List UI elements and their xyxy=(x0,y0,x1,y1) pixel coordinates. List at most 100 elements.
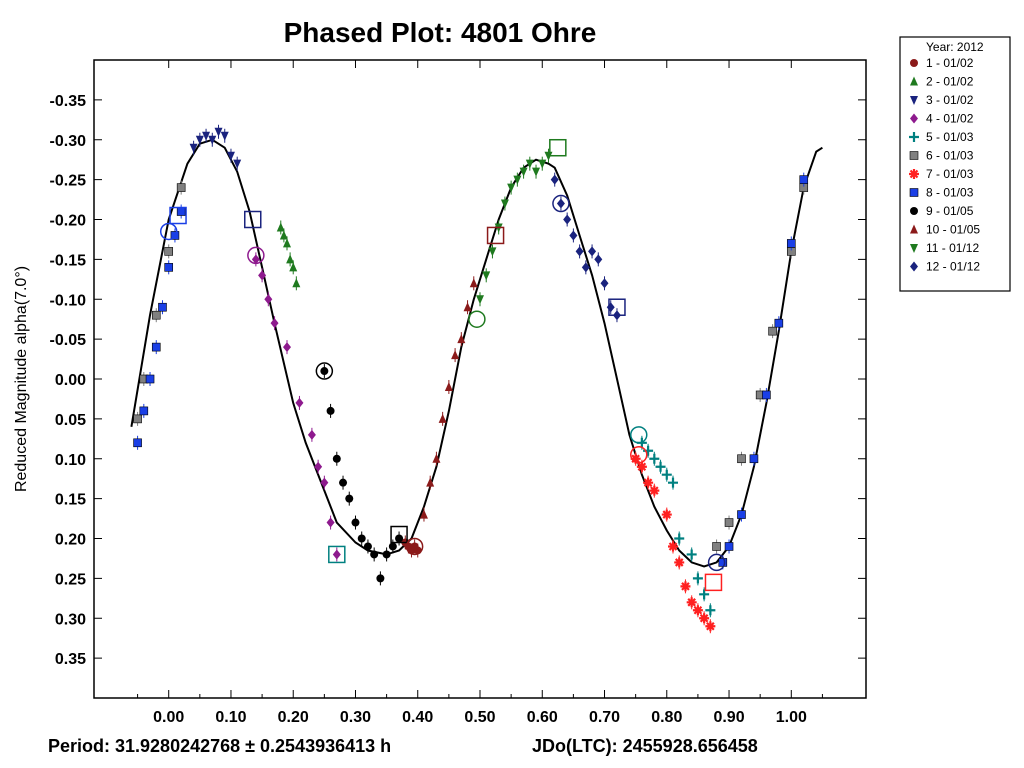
legend-label: 8 - 01/03 xyxy=(926,186,974,200)
data-point xyxy=(655,461,666,472)
legend-entry: 3 - 01/02 xyxy=(910,93,974,107)
open-circle-marker xyxy=(630,426,648,444)
y-axis-label: Reduced Magnitude alpha(7.0°) xyxy=(13,266,30,492)
footer-jd: JDo(LTC): 2455928.656458 xyxy=(532,736,758,756)
y-tick-label: -0.35 xyxy=(50,93,87,110)
data-point xyxy=(674,557,685,568)
data-point xyxy=(164,247,174,256)
legend-marker xyxy=(910,113,918,124)
data-point xyxy=(151,310,161,320)
data-point xyxy=(151,342,161,352)
x-tick-label: 0.10 xyxy=(215,709,246,726)
data-point xyxy=(214,127,223,137)
data-point xyxy=(339,478,348,487)
data-point xyxy=(332,549,341,560)
legend-entry: 8 - 01/03 xyxy=(909,186,974,200)
data-point xyxy=(164,263,174,272)
data-point xyxy=(636,461,647,472)
data-point xyxy=(469,278,478,288)
data-point xyxy=(724,542,734,551)
legend-marker xyxy=(910,96,918,105)
legend-title: Year: 2012 xyxy=(926,40,984,54)
x-tick-label: 0.50 xyxy=(464,709,495,726)
chart-title: Phased Plot: 4801 Ohre xyxy=(284,17,597,48)
data-point xyxy=(643,477,654,488)
data-point xyxy=(661,509,672,520)
data-point xyxy=(457,334,466,344)
legend-entry: 4 - 01/02 xyxy=(910,112,974,126)
data-point xyxy=(718,558,728,567)
y-tick-label: 0.10 xyxy=(55,452,86,469)
data-point xyxy=(251,254,260,265)
data-point xyxy=(699,589,710,600)
y-tick-label: 0.05 xyxy=(55,412,86,429)
data-point xyxy=(686,549,697,560)
legend-items: 1 - 01/02 2 - 01/02 3 - 01/02 4 - 01/02 5 - … xyxy=(909,56,980,274)
data-point xyxy=(668,541,678,552)
x-tick-label: 1.00 xyxy=(776,709,807,726)
y-tick-label: 0.25 xyxy=(55,571,86,588)
x-tick-label: 0.80 xyxy=(651,709,682,726)
data-point xyxy=(279,230,288,240)
data-point xyxy=(643,445,654,456)
open-circle-marker xyxy=(247,246,265,265)
data-point xyxy=(208,135,217,145)
data-point xyxy=(476,295,484,305)
data-point xyxy=(556,198,565,209)
data-point xyxy=(488,247,497,257)
y-tick-label: -0.30 xyxy=(50,133,87,150)
data-point xyxy=(451,350,460,360)
plot-area xyxy=(93,59,867,699)
data-point xyxy=(320,477,329,488)
data-point xyxy=(370,550,379,559)
data-point xyxy=(550,174,559,185)
y-tick-label: -0.25 xyxy=(50,173,87,190)
data-point xyxy=(258,270,267,281)
series-4 xyxy=(251,252,341,562)
series-9 xyxy=(320,364,404,586)
open-square-marker xyxy=(390,525,408,544)
data-point xyxy=(307,429,316,440)
legend-marker xyxy=(910,59,918,67)
legend-entry: 11 - 01/12 xyxy=(910,241,979,255)
data-point xyxy=(139,406,149,416)
legend-entry: 9 - 01/05 xyxy=(910,204,974,218)
data-point xyxy=(525,159,534,169)
data-point xyxy=(762,390,771,400)
open-square-marker xyxy=(486,226,505,245)
data-point xyxy=(283,342,291,353)
x-tick-label: 0.60 xyxy=(527,709,558,726)
data-point xyxy=(588,246,597,257)
legend-entry: 1 - 01/02 xyxy=(910,56,974,70)
data-point xyxy=(326,517,335,528)
data-point xyxy=(482,271,491,281)
legend-marker xyxy=(909,132,919,142)
legend-marker xyxy=(909,151,919,160)
legend-label: 6 - 01/03 xyxy=(926,149,974,163)
data-point xyxy=(289,262,298,272)
data-point xyxy=(332,454,341,463)
y-tick-label: -0.10 xyxy=(50,292,87,309)
legend-marker xyxy=(909,188,919,197)
data-point xyxy=(705,605,716,616)
open-square-marker xyxy=(704,573,723,592)
data-point xyxy=(226,151,235,161)
data-point xyxy=(532,167,541,177)
data-point xyxy=(692,605,703,616)
data-point xyxy=(295,397,304,408)
data-point xyxy=(661,469,672,480)
legend-marker xyxy=(910,207,918,215)
data-point xyxy=(519,167,528,177)
legend-marker xyxy=(910,261,918,272)
data-point xyxy=(395,534,404,543)
data-point xyxy=(724,518,734,527)
open-circle-marker xyxy=(552,194,570,213)
y-tick-label: -0.15 xyxy=(50,252,87,269)
legend-entry: 10 - 01/05 xyxy=(910,223,980,237)
x-tick-label: 0.40 xyxy=(402,709,433,726)
data-point xyxy=(463,302,472,312)
legend-label: 2 - 01/02 xyxy=(926,75,974,89)
data-point xyxy=(686,597,697,608)
data-point xyxy=(749,454,759,464)
